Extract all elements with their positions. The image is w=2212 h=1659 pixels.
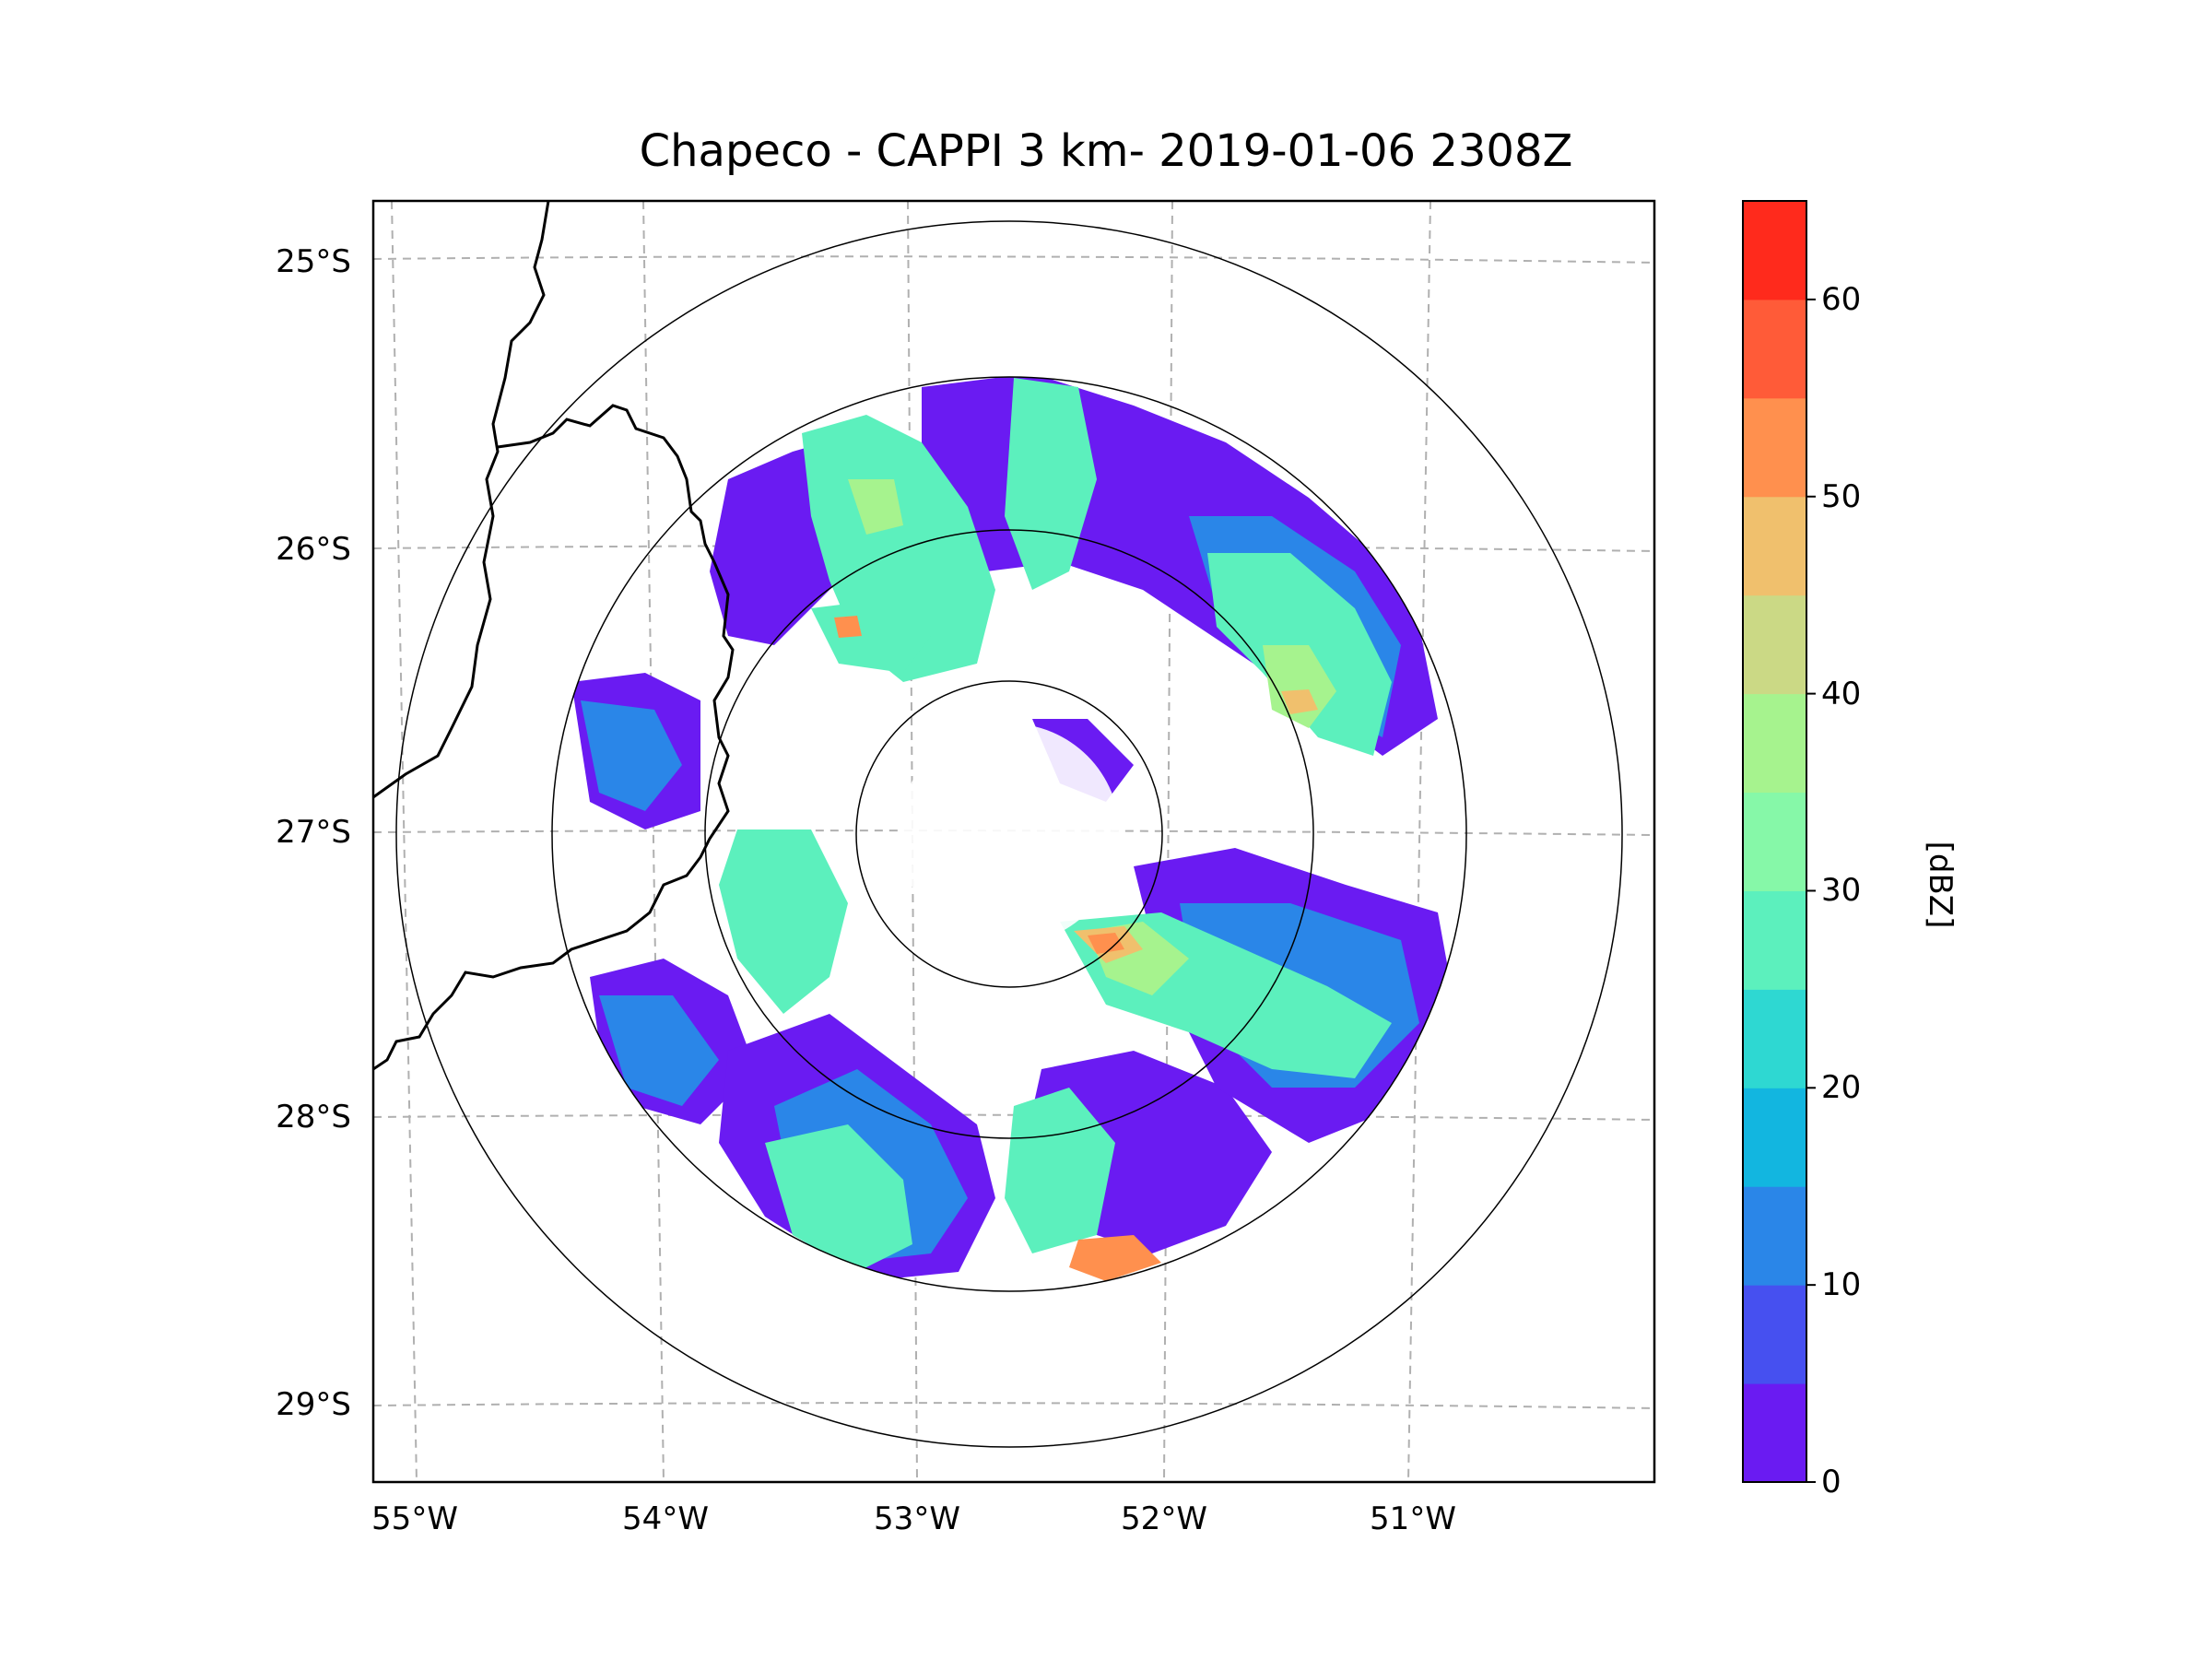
radar-cone-of-silence [899,724,1120,945]
range-rings [395,220,1623,1448]
lat-label-29s: 29°S [276,1386,351,1423]
echo-n-core [834,616,862,638]
colorbar-segment-25 [1743,890,1806,990]
chart-title: Chapeco - CAPPI 3 km- 2019-01-06 2308Z [639,125,1573,177]
lat-label-27s: 27°S [276,814,351,851]
echo-e-core [1088,933,1124,954]
lat-label-26s: 26°S [276,531,351,568]
colorbar-tick-label: 60 [1821,280,1862,318]
colorbar-segment-45 [1743,496,1806,596]
border-argentina-brazil [373,201,550,799]
colorbar-segment-10 [1743,1186,1806,1286]
colorbar-segment-60 [1743,201,1806,300]
echo-w-green [719,830,848,1014]
map-axes-frame [371,199,1656,1484]
grid-lat-29 [373,1402,1654,1409]
range-ring-50km [855,680,1163,988]
lon-label-53w: 53°W [874,1500,960,1537]
colorbar-segment-20 [1743,989,1806,1088]
colorbar-units-label: [dBZ] [1922,841,1959,929]
lat-label-28s: 28°S [276,1099,351,1135]
colorbar-segment-40 [1743,594,1806,695]
echo-ne-core-outer [1281,689,1318,714]
colorbar [1743,201,1816,1483]
range-ring-150km [551,376,1467,1292]
reflectivity-field [571,377,1456,1281]
echo-s-core [1069,1235,1161,1281]
colorbar-segment-55 [1743,299,1806,399]
lat-label-25s: 25°S [276,243,351,280]
lon-label-52w: 52°W [1121,1500,1207,1537]
echo-w-blue [581,700,682,811]
colorbar-tick-label: 10 [1821,1266,1862,1304]
colorbar-tick-label: 50 [1821,477,1862,515]
colorbar-segment-30 [1743,792,1806,891]
echo-ne-lightgreen [1263,645,1336,728]
lon-label-54w: 54°W [622,1500,709,1537]
range-ring-200km [395,220,1623,1448]
colorbar-tick-label: 40 [1821,675,1862,712]
grid-lon-52 [1163,201,1173,1482]
colorbar-frame [1742,200,1807,1483]
echo-sw-blue [599,995,719,1106]
echo-s-green [765,1124,912,1272]
colorbar-segment-35 [1743,693,1806,794]
grid-lat-28 [373,1113,1654,1121]
colorbar-segment-15 [1743,1088,1806,1187]
colorbar-segment-50 [1743,397,1806,498]
lon-label-55w: 55°W [371,1500,458,1537]
grid-lon-55 [391,201,418,1482]
colorbar-tick-label: 0 [1821,1464,1841,1500]
grid-lon-51 [1407,201,1431,1482]
lon-label-51w: 51°W [1370,1500,1456,1537]
grid-lat-25 [373,255,1654,264]
echo-n-lightgreen [848,479,903,535]
colorbar-segment-5 [1743,1285,1806,1384]
range-ring-100km [704,529,1314,1139]
echo-se-green [1005,1088,1115,1253]
colorbar-tick-label: 20 [1821,1069,1862,1107]
colorbar-segment-0 [1743,1383,1806,1483]
borders [373,201,735,1071]
grid-lon-54 [642,201,665,1482]
colorbar-tick-label: 30 [1821,872,1862,910]
border-misiones [373,404,735,1071]
